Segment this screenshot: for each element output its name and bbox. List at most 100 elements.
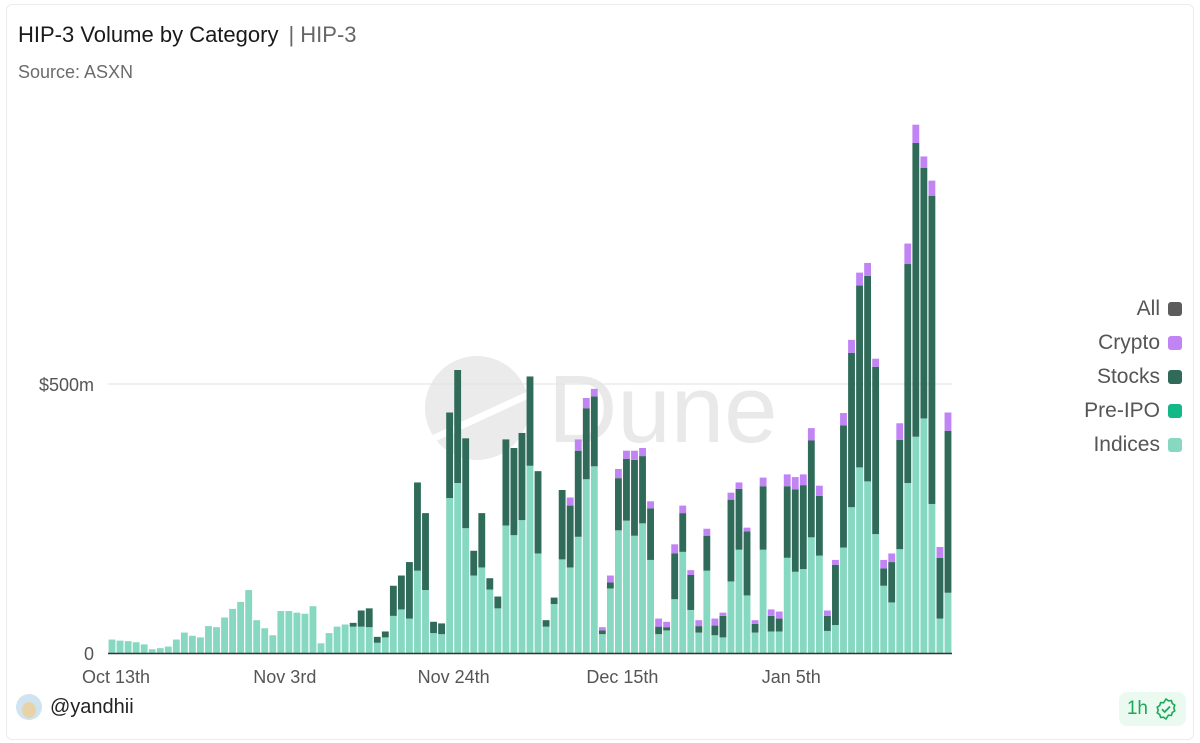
bar-indices-segment (542, 626, 550, 653)
bar-indices-segment (767, 631, 775, 653)
bar-indices-segment (245, 590, 253, 653)
bar-indices-segment (856, 467, 863, 653)
bar-indices-segment (132, 642, 140, 653)
bar-crypto-segment (639, 448, 646, 457)
bar-stocks-segment (558, 489, 566, 560)
bar-indices-segment (381, 637, 389, 653)
bar-indices-segment (430, 633, 437, 653)
bar-crypto-segment (928, 180, 936, 196)
bar-crypto-segment (590, 388, 598, 397)
bar-stocks-segment (357, 610, 365, 627)
bar-indices-segment (454, 482, 462, 653)
bar-stocks-segment (438, 623, 445, 635)
bar-indices-segment (864, 481, 872, 653)
bar-indices-segment (791, 571, 799, 653)
bar-crypto-segment (606, 575, 614, 583)
bar-indices-segment (494, 608, 502, 653)
bar-stocks-segment (590, 396, 598, 467)
username[interactable]: @yandhii (50, 695, 134, 718)
x-tick-label: Nov 24th (418, 667, 490, 687)
bar-stocks-segment (791, 489, 799, 572)
bar-indices-segment (164, 646, 172, 653)
bar-indices-segment (606, 588, 614, 653)
bar-indices-segment (237, 601, 245, 653)
bar-stocks-segment (743, 531, 751, 596)
bar-indices-segment (373, 642, 381, 653)
bar-indices-segment (446, 498, 454, 653)
legend-item-crypto[interactable]: Crypto (1084, 326, 1182, 360)
bar-indices-segment (799, 569, 807, 653)
bar-crypto-segment (880, 559, 888, 569)
bar-crypto-segment (864, 262, 872, 276)
bar-stocks-segment (373, 636, 381, 643)
bar-crypto-segment (832, 559, 839, 565)
bar-indices-segment (108, 639, 116, 653)
bar-stocks-segment (727, 499, 735, 582)
bar-stocks-segment (510, 448, 518, 536)
bar-indices-segment (229, 608, 237, 653)
bar-indices-segment (735, 549, 743, 653)
legend-item-pre-ipo[interactable]: Pre-IPO (1084, 394, 1182, 428)
bar-crypto-segment (671, 544, 679, 554)
bar-crypto-segment (815, 485, 823, 496)
bar-indices-segment (880, 585, 888, 653)
bar-stocks-segment (663, 627, 671, 631)
bar-crypto-segment (904, 243, 912, 265)
bar-stocks-segment (872, 366, 880, 535)
bar-stocks-segment (864, 275, 872, 482)
bar-crypto-segment (687, 570, 695, 575)
bar-stocks-segment (446, 412, 454, 499)
bar-stocks-segment (888, 562, 896, 603)
legend-swatch (1168, 336, 1182, 350)
bar-indices-segment (727, 581, 735, 653)
bar-indices-segment (639, 523, 646, 653)
bar-stocks-segment (719, 615, 727, 638)
bar-indices-segment (815, 555, 823, 653)
bar-crypto-segment (695, 620, 703, 627)
avatar (16, 694, 42, 720)
bar-crypto-segment (823, 610, 831, 616)
bar-indices-segment (205, 626, 212, 653)
bar-indices-segment (944, 592, 952, 653)
bar-indices-segment (631, 535, 638, 653)
legend-label: Indices (1093, 433, 1160, 456)
bar-crypto-segment (783, 474, 791, 487)
bar-crypto-segment (799, 474, 807, 486)
bar-indices-segment (309, 606, 317, 653)
bar-indices-segment (148, 649, 156, 653)
legend-item-indices[interactable]: Indices (1084, 428, 1182, 462)
footer-user[interactable]: @yandhii (16, 694, 134, 720)
bar-stocks-segment (615, 478, 622, 531)
bar-stocks-segment (671, 553, 679, 600)
dashboard-link[interactable]: | HIP-3 (288, 22, 357, 47)
svg-text:Dune: Dune (548, 356, 778, 463)
legend-item-all[interactable]: All (1084, 292, 1182, 326)
bar-indices-segment (558, 559, 566, 653)
bar-indices-segment (124, 641, 132, 653)
legend-label: All (1136, 297, 1160, 320)
bar-indices-segment (510, 535, 518, 653)
bar-indices-segment (695, 632, 703, 653)
freshness-text: 1h (1126, 698, 1148, 719)
bar-crypto-segment (703, 528, 711, 536)
bar-stocks-segment (703, 535, 711, 571)
bar-stocks-segment (856, 285, 863, 468)
x-tick-label: Dec 15th (586, 667, 658, 687)
bar-stocks-segment (470, 550, 478, 576)
bar-crypto-segment (856, 272, 863, 286)
bar-crypto-segment (920, 156, 928, 168)
bar-indices-segment (566, 567, 574, 653)
bar-crypto-segment (631, 450, 638, 460)
legend-item-stocks[interactable]: Stocks (1084, 360, 1182, 394)
bar-indices-segment (341, 624, 349, 653)
bar-indices-segment (759, 549, 767, 653)
legend-swatch (1168, 404, 1182, 418)
bar-crypto-segment (566, 497, 574, 506)
bar-indices-segment (687, 609, 695, 653)
bar-stocks-segment (542, 620, 550, 627)
freshness-badge[interactable]: 1h (1118, 692, 1186, 726)
bar-stocks-segment (647, 508, 654, 560)
bar-indices-segment (414, 570, 421, 653)
bar-stocks-segment (566, 505, 574, 568)
bar-stocks-segment (655, 626, 663, 635)
